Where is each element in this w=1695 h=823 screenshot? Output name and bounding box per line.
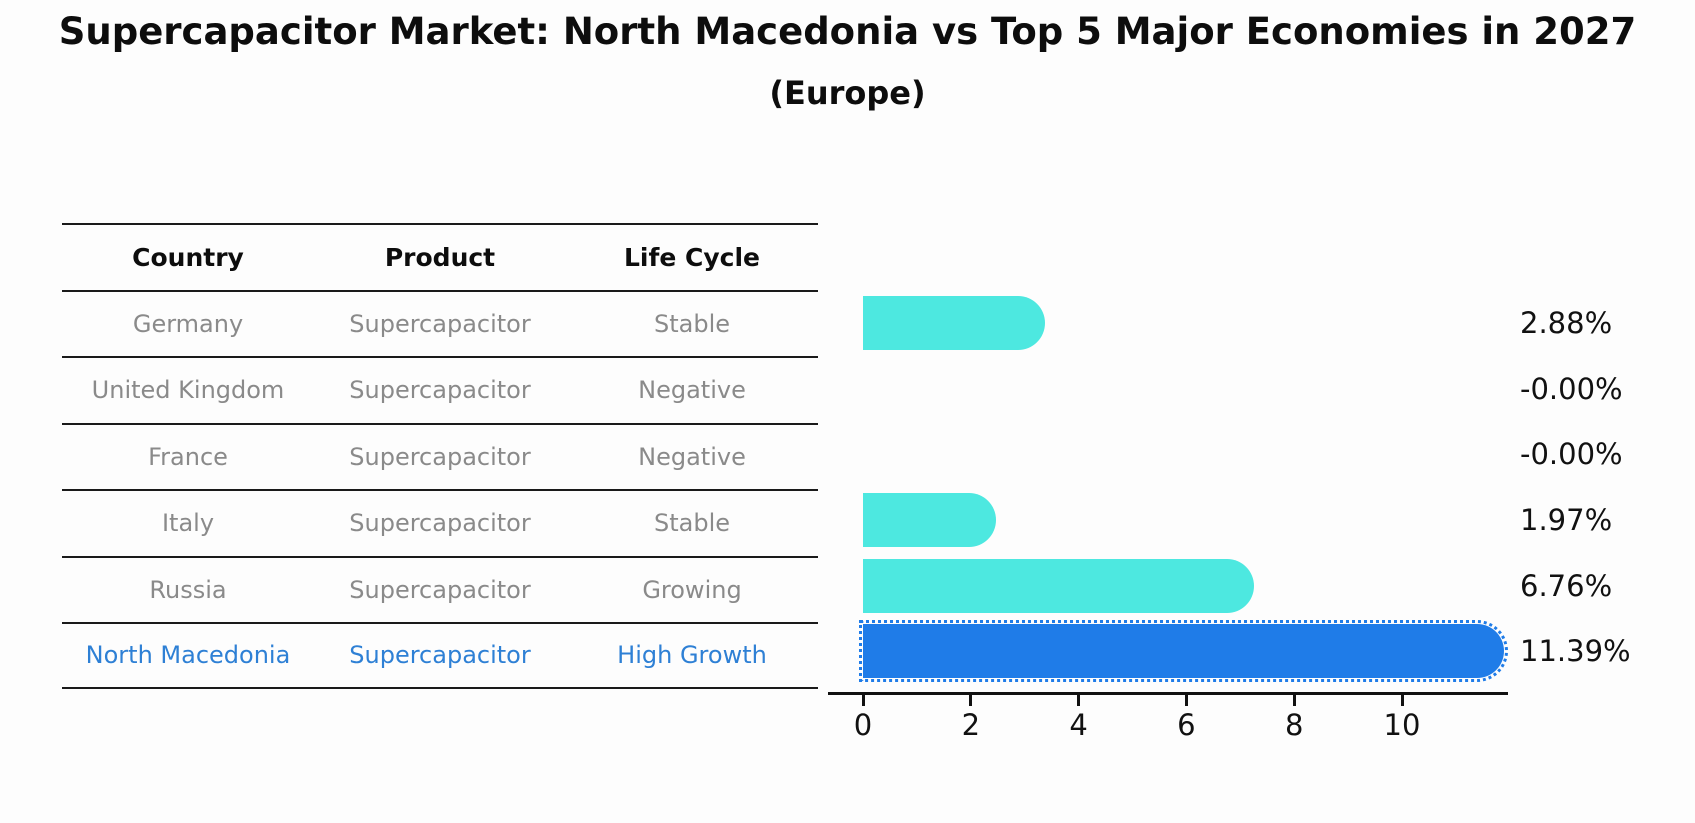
- x-axis-line: [828, 692, 1508, 695]
- table-row-france: France Supercapacitor Negative: [62, 422, 818, 490]
- cell-life-cycle: Stable: [653, 309, 731, 338]
- cell-life-cycle: Negative: [638, 442, 746, 471]
- cell-country: North Macedonia: [85, 641, 291, 670]
- cell-country: Italy: [161, 509, 215, 538]
- table-row-germany: Germany Supercapacitor Stable: [62, 289, 818, 357]
- value-label-italy: 1.97%: [1520, 502, 1613, 537]
- table-row-russia: Russia Supercapacitor Growing: [62, 555, 818, 623]
- cell-life-cycle: High Growth: [617, 641, 767, 670]
- x-axis-tick-label: 10: [1383, 708, 1421, 742]
- bar-russia: [863, 558, 1255, 613]
- x-axis-tick-label: 0: [853, 708, 873, 742]
- x-axis-tick: [969, 695, 973, 706]
- table-row-united-kingdom: United Kingdom Supercapacitor Negative: [62, 356, 818, 423]
- page-subtitle: (Europe): [769, 74, 926, 112]
- value-label-russia: 6.76%: [1520, 568, 1613, 603]
- cell-product: Supercapacitor: [349, 309, 531, 338]
- bar-italy: [863, 492, 997, 547]
- cell-country: United Kingdom: [91, 376, 285, 405]
- cell-country: Russia: [149, 575, 227, 604]
- x-axis-tick: [1292, 695, 1296, 706]
- cell-life-cycle: Negative: [638, 376, 746, 405]
- table-header-row: Country Product Life Cycle: [62, 223, 818, 290]
- x-axis-tick-label: 2: [961, 708, 981, 742]
- x-axis-tick-label: 4: [1069, 708, 1088, 742]
- cell-product: Supercapacitor: [349, 376, 531, 405]
- value-label-france: -0.00%: [1520, 437, 1623, 472]
- bar-germany: [863, 296, 1046, 350]
- cell-product: Supercapacitor: [349, 442, 531, 471]
- cell-product: Supercapacitor: [349, 575, 531, 604]
- x-axis-tick: [1400, 695, 1404, 706]
- country-table: Country Product Life Cycle Germany Super…: [62, 223, 818, 689]
- cell-country: Germany: [132, 309, 244, 338]
- column-header-life-cycle: Life Cycle: [623, 242, 761, 272]
- column-header-country: Country: [132, 242, 244, 272]
- cell-product: Supercapacitor: [349, 641, 531, 670]
- cell-country: France: [148, 442, 228, 471]
- table-row-italy: Italy Supercapacitor Stable: [62, 489, 818, 556]
- x-axis-tick: [1184, 695, 1188, 706]
- x-axis-tick: [861, 695, 865, 706]
- column-header-product: Product: [384, 242, 496, 272]
- x-axis-tick-label: 6: [1177, 708, 1196, 742]
- page-title: Supercapacitor Market: North Macedonia v…: [58, 10, 1637, 53]
- value-label-north-macedonia: 11.39%: [1520, 634, 1631, 669]
- x-axis-tick: [1077, 695, 1081, 706]
- cell-product: Supercapacitor: [349, 509, 531, 538]
- x-axis-tick-label: 8: [1284, 708, 1304, 742]
- table-row-north-macedonia: North Macedonia Supercapacitor High Grow…: [62, 622, 818, 689]
- cell-life-cycle: Growing: [642, 575, 742, 604]
- value-label-united-kingdom: -0.00%: [1520, 371, 1623, 406]
- value-label-germany: 2.88%: [1520, 306, 1613, 340]
- bar-north-macedonia: [859, 620, 1508, 683]
- cell-life-cycle: Stable: [653, 509, 731, 538]
